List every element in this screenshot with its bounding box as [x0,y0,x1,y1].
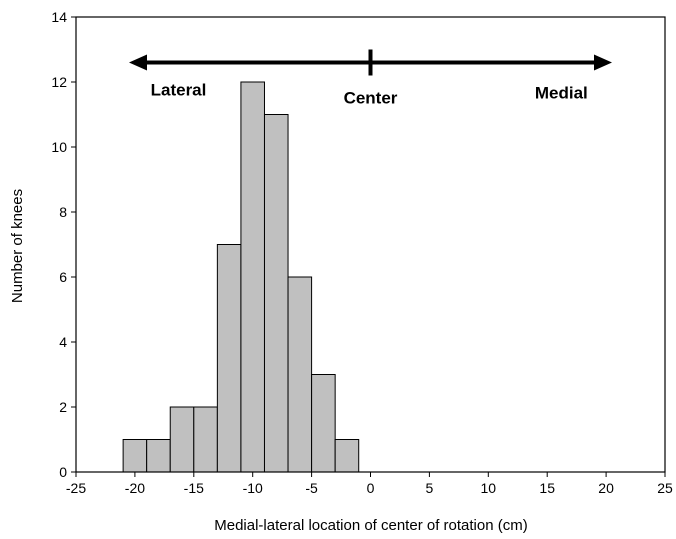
y-axis-label: Number of knees [9,189,26,303]
y-tick-label: 10 [51,139,67,155]
x-tick-label: 10 [481,480,497,496]
x-tick-label: 5 [426,480,434,496]
histogram-bar [240,81,265,473]
center-label: Center [344,89,398,108]
x-tick-label: -20 [125,480,145,496]
y-tick-label: 0 [59,464,67,480]
y-tick-label: 2 [59,399,67,415]
histogram-bar [216,244,242,473]
y-tick-label: 4 [59,334,67,350]
histogram-bar [311,374,336,473]
y-tick-label: 12 [51,74,67,90]
histogram-bar [193,406,218,473]
x-tick-label: 0 [367,480,375,496]
histogram-bar [287,276,313,473]
y-tick-label: 6 [59,269,67,285]
x-tick-label: -5 [305,480,318,496]
y-tick-label: 8 [59,204,67,220]
histogram-bar [263,114,289,473]
ticks-layer: -25 -20 -15 -10 -5 0 5 10 15 20 25 0 2 4 6 8 10 12 14 [51,9,673,496]
histogram-bar [169,406,195,473]
x-tick-label: 15 [539,480,555,496]
x-tick-label: 25 [657,480,673,496]
medial-label: Medial [535,84,588,103]
x-tick-label: 20 [598,480,614,496]
histogram-bar [146,439,171,473]
bars-layer [122,81,360,473]
histogram-bar [122,439,148,473]
arrow-right-head-icon [593,54,612,71]
arrow-left-head-icon [129,54,148,71]
lateral-label: Lateral [151,81,207,100]
x-tick-label: -10 [243,480,263,496]
x-tick-label: -15 [184,480,204,496]
y-tick-label: 14 [51,9,67,25]
x-axis-label: Medial-lateral location of center of rot… [214,517,527,534]
histogram-bar [334,439,360,473]
x-tick-label: -25 [66,480,86,496]
annotation-layer: Lateral Center Medial [129,49,612,108]
